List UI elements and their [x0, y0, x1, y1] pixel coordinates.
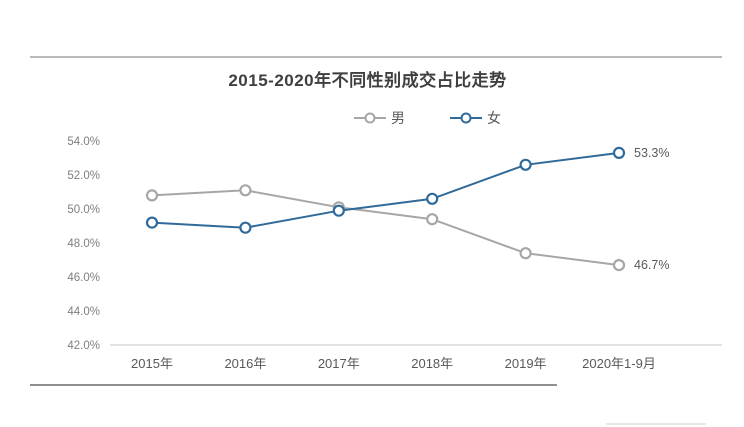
legend-item-male: 男: [353, 108, 405, 128]
end-value-label-女: 53.3%: [634, 146, 669, 160]
data-point-女: [612, 146, 626, 159]
female-line-marker-icon: [450, 112, 482, 124]
data-point-女: [519, 158, 532, 171]
data-point-女: [332, 204, 345, 217]
y-tick-label: 50.0%: [67, 204, 100, 216]
legend-item-female: 女: [449, 108, 501, 128]
legend: 男 女: [353, 108, 501, 128]
legend-label-male: 男: [391, 110, 405, 126]
y-tick-label: 42.0%: [67, 340, 100, 352]
bottom-border-line: [30, 384, 557, 386]
corner-artifact: [606, 423, 706, 425]
series-line-女: [151, 151, 620, 229]
data-point-女: [145, 216, 159, 229]
end-value-label-男: 46.7%: [634, 258, 669, 272]
x-tick-label: 2015年: [131, 356, 173, 371]
series-line-男: [151, 189, 620, 267]
chart-title: 2015-2020年不同性别成交占比走势: [228, 71, 507, 90]
data-point-女: [426, 192, 439, 205]
data-point-男: [239, 184, 252, 197]
y-tick-label: 54.0%: [67, 136, 100, 148]
data-point-男: [145, 189, 159, 202]
data-point-女: [239, 221, 252, 234]
x-tick-label: 2020年1-9月: [582, 356, 656, 371]
y-tick-label: 46.0%: [67, 272, 100, 284]
x-tick-label: 2018年: [411, 356, 453, 371]
x-tick-label: 2016年: [224, 356, 266, 371]
data-point-男: [519, 247, 532, 260]
y-tick-label: 48.0%: [67, 238, 100, 250]
x-tick-label: 2019年: [505, 356, 547, 371]
data-point-男: [612, 259, 626, 272]
legend-label-female: 女: [487, 110, 501, 126]
y-tick-label: 44.0%: [67, 306, 100, 318]
top-border-line: [30, 56, 722, 58]
data-point-男: [426, 213, 439, 226]
y-tick-label: 52.0%: [67, 170, 100, 182]
male-line-marker-icon: [354, 112, 386, 124]
x-tick-label: 2017年: [318, 356, 360, 371]
